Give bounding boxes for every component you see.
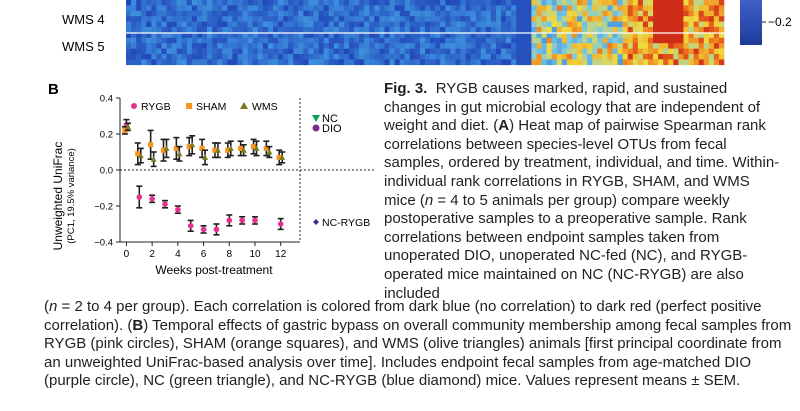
point-sham <box>250 144 257 150</box>
y-tick-label: −0.4 <box>94 238 113 249</box>
point-sham <box>263 145 269 151</box>
point-rygb <box>175 206 181 213</box>
point-sham <box>173 145 179 151</box>
x-tick-label: 10 <box>249 249 261 260</box>
heatmap-figure: WMS 4 WMS 5 −0.2 <box>62 0 792 66</box>
point-wms <box>266 149 273 155</box>
heatmap-colorbar <box>740 0 762 45</box>
point-wms <box>189 141 196 148</box>
point-wms <box>214 147 221 153</box>
panel-b-text: ) Temporal effects of gastric bypass on … <box>44 316 792 390</box>
legend-label-wms: WMS <box>252 101 278 113</box>
panel-b-label: B <box>132 316 144 334</box>
point-rygb <box>239 217 245 224</box>
x-tick-label: 2 <box>149 249 155 260</box>
point-sham <box>135 151 141 157</box>
point-wms <box>240 147 247 153</box>
point-rygb <box>136 194 143 200</box>
point-wms <box>279 154 286 160</box>
point-sham <box>212 147 218 153</box>
figure-caption: Fig. 3. RYGB causes marked, rapid, and s… <box>384 80 780 302</box>
figure-caption-continued: (n = 2 to 4 per group). Each correlation… <box>44 298 794 391</box>
n-symbol: n <box>49 298 58 315</box>
legend: RYGB SHAM WMS <box>131 101 278 113</box>
panel-a-text: Heat map of pairwise Spearman rank corre… <box>384 117 780 209</box>
x-tick-label: 0 <box>124 249 130 260</box>
nc-rygb-marker <box>313 219 319 225</box>
figure-title: RYGB causes marked, rapid, and sustained… <box>384 80 761 135</box>
x-tick-label: 12 <box>275 249 287 260</box>
point-sham <box>160 147 167 153</box>
heatmap-row-label: WMS 4 <box>62 12 105 27</box>
x-tick-label: 6 <box>201 249 207 260</box>
y-tick-label: 0.0 <box>100 166 113 177</box>
panel-a-text-2: = 4 to 5 animals per group) compare week… <box>384 191 748 302</box>
point-rygb <box>277 221 284 227</box>
point-wms <box>150 156 157 162</box>
caption-paren: ( <box>44 298 49 315</box>
dio-label: DIO <box>322 123 342 135</box>
x-axis-label: Weeks post-treatment <box>155 263 273 277</box>
y-axis-label: Unweighted UniFrac <box>51 142 65 251</box>
n-symbol: n <box>424 191 434 209</box>
dio-marker <box>312 124 320 132</box>
y-axis-sublabel: (PC1, 19.5% variance) <box>66 148 77 244</box>
x-tick-label: 4 <box>175 249 181 260</box>
panel-b-chart: B Unweighted UniFrac (PC1, 19.5% varianc… <box>48 81 375 277</box>
point-wms <box>202 154 209 160</box>
y-tick-label: −0.2 <box>94 202 113 213</box>
heatmap-grid <box>126 0 725 66</box>
point-wms <box>163 145 170 151</box>
point-wms <box>124 123 131 130</box>
panel-letter: B <box>48 81 59 98</box>
point-wms <box>227 145 234 151</box>
point-sham <box>276 154 282 160</box>
panel-a-text-3: = 2 to 4 per group). Each correlation is… <box>44 298 762 334</box>
legend-label-rygb: RYGB <box>141 101 171 113</box>
point-wms <box>253 145 260 151</box>
point-rygb <box>226 217 233 224</box>
legend-marker-rygb <box>131 103 137 109</box>
legend-marker-sham <box>186 103 192 109</box>
panel-a-label: A <box>498 117 510 135</box>
colorbar-tick-label: −0.2 <box>768 15 792 29</box>
point-rygb <box>187 223 194 229</box>
point-wms <box>137 152 144 159</box>
point-sham <box>186 144 192 150</box>
point-sham <box>148 142 154 148</box>
point-sham <box>199 145 205 151</box>
heatmap-row-label: WMS 5 <box>62 39 105 54</box>
y-tick-label: 0.4 <box>100 94 113 105</box>
nc-rygb-label: NC-RYGB <box>322 217 370 229</box>
x-tick-label: 8 <box>227 249 233 260</box>
point-rygb <box>200 226 207 233</box>
point-rygb <box>252 217 258 224</box>
point-rygb <box>149 196 155 202</box>
nc-label: NC <box>322 113 338 125</box>
point-sham <box>225 147 231 153</box>
point-wms <box>176 150 183 157</box>
y-tick-label: 0.2 <box>100 130 113 141</box>
legend-marker-wms <box>240 102 248 109</box>
figure-number: Fig. 3. <box>384 80 428 97</box>
nc-marker <box>312 115 320 122</box>
point-sham <box>238 145 244 151</box>
point-rygb <box>213 226 220 233</box>
point-rygb <box>162 201 168 207</box>
legend-label-sham: SHAM <box>196 101 226 113</box>
